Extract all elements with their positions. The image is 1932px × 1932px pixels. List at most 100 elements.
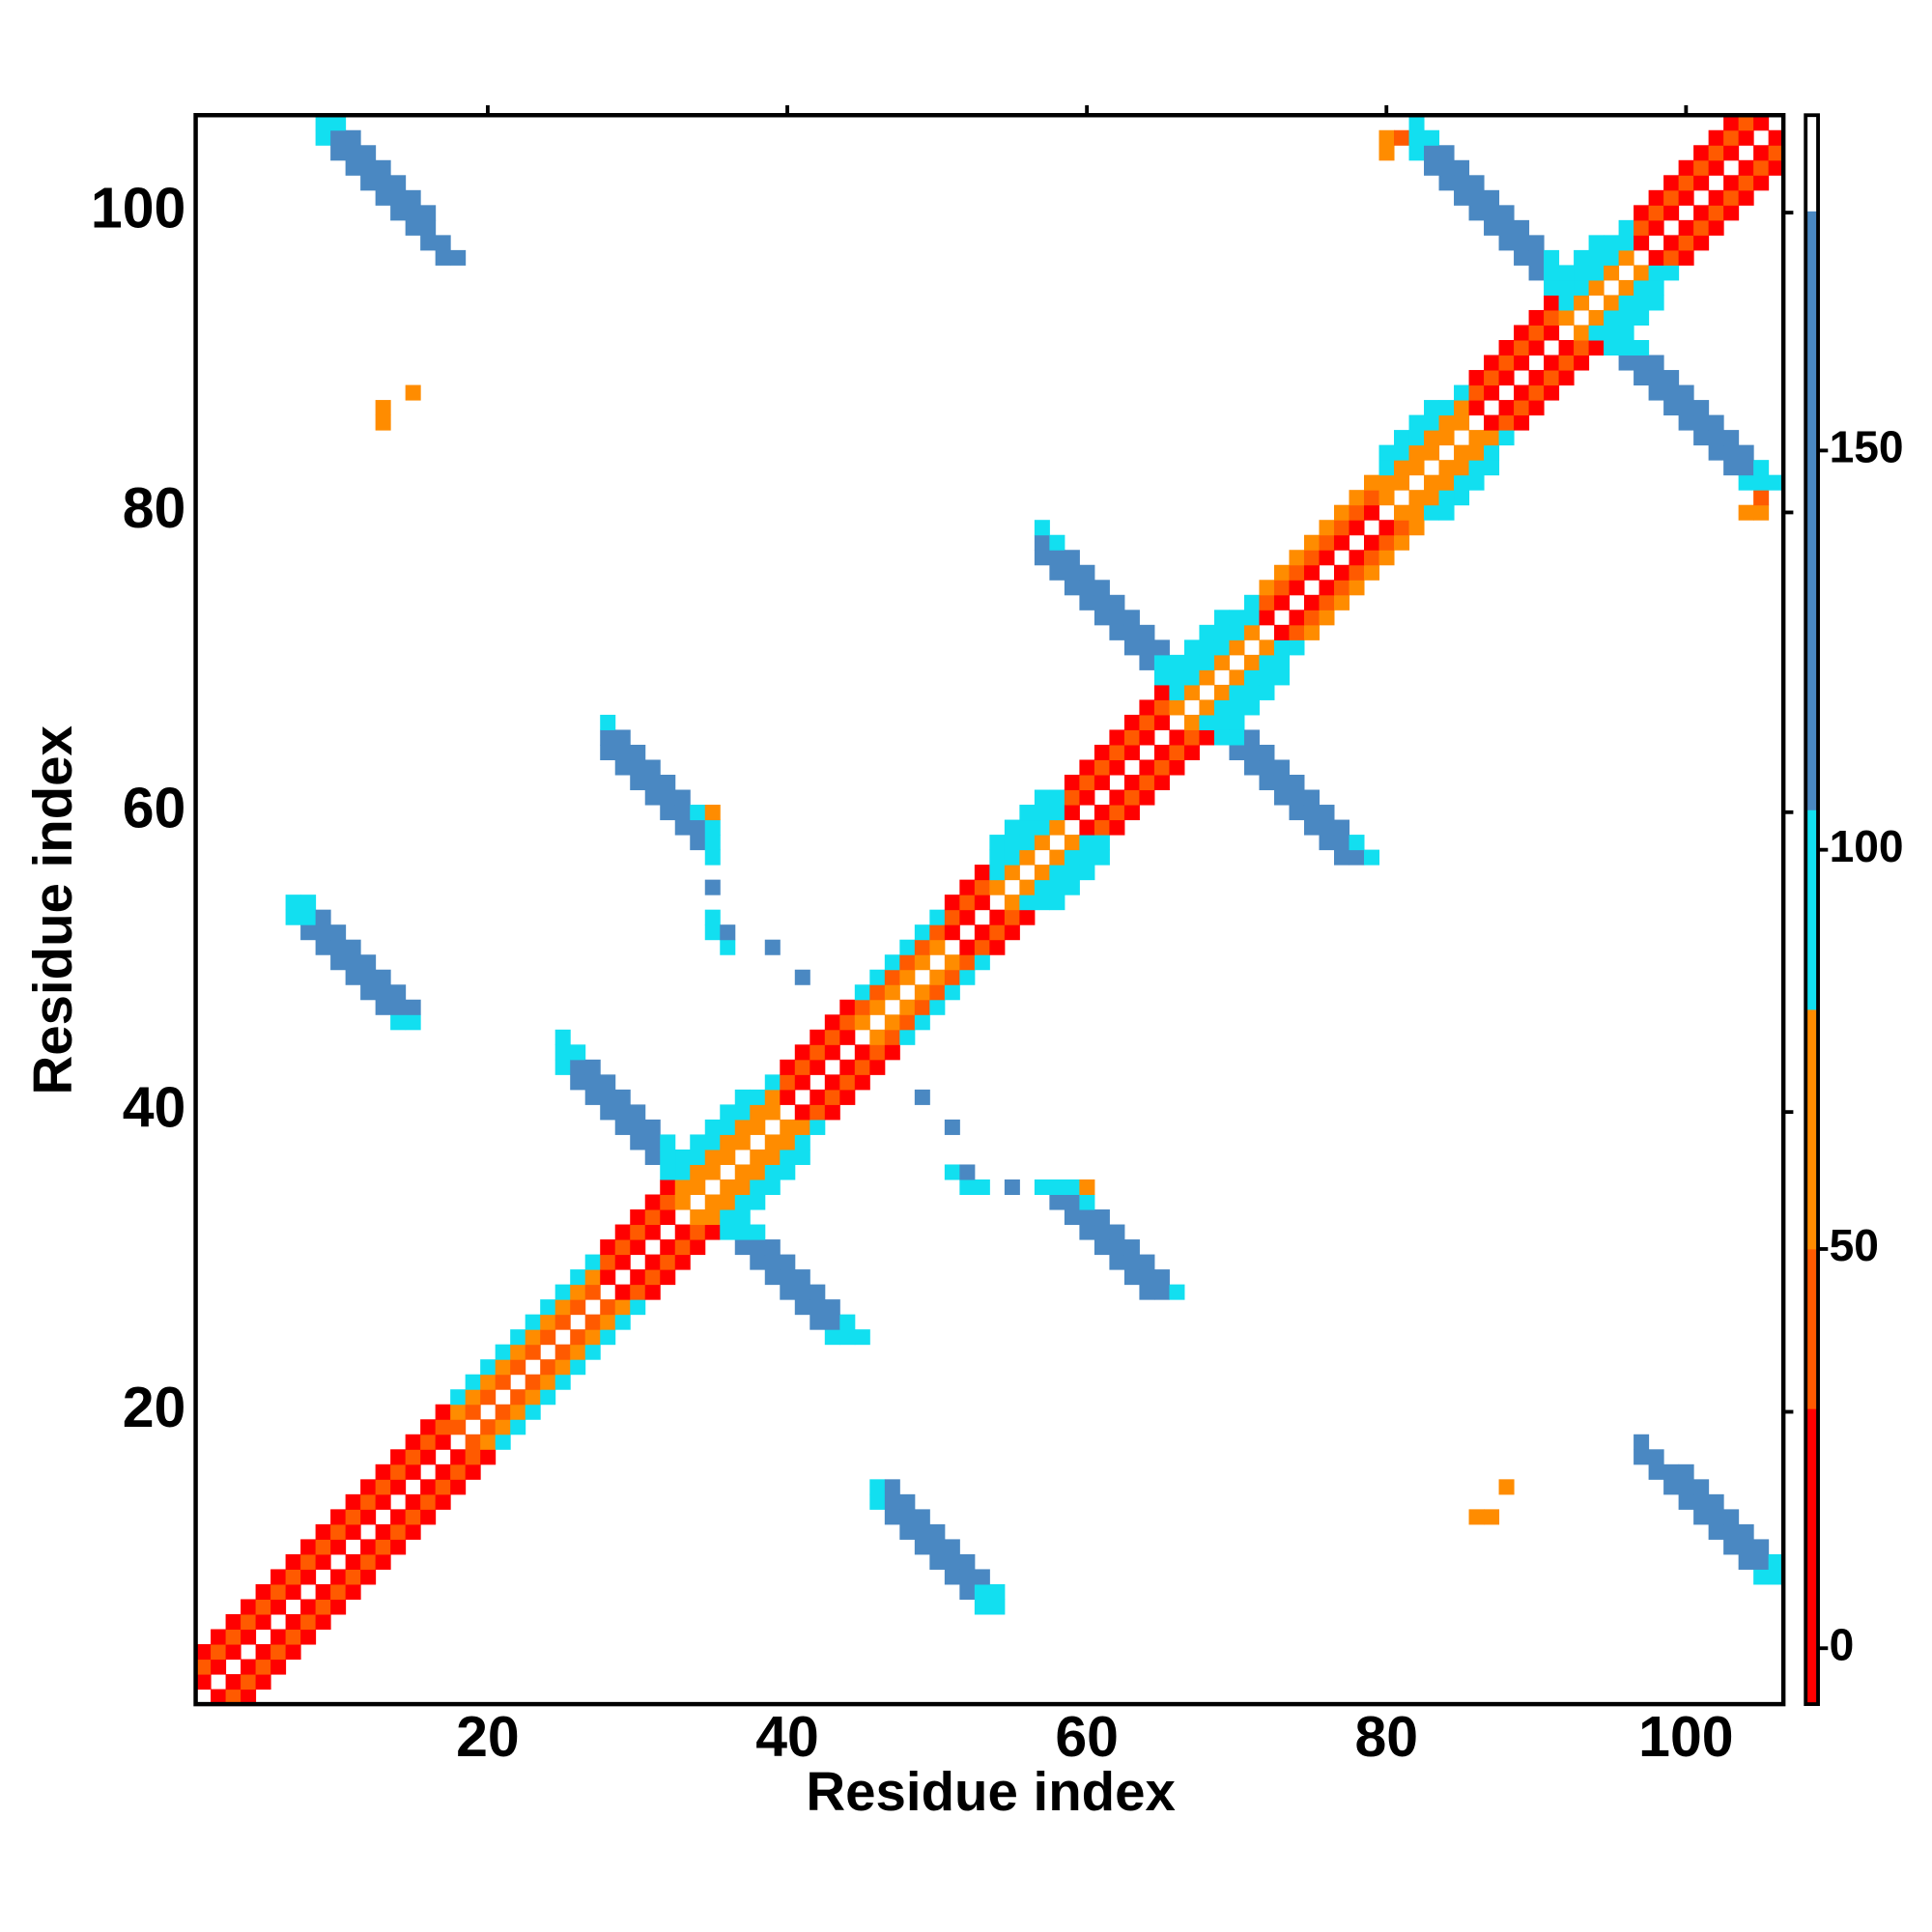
heatmap-cell <box>1708 1523 1724 1540</box>
heatmap-cell <box>1468 430 1485 446</box>
heatmap-cell <box>899 1523 916 1540</box>
heatmap-cell <box>330 1523 347 1540</box>
heatmap-cell <box>810 1044 826 1061</box>
heatmap-cell <box>1498 1479 1515 1495</box>
heatmap-cell <box>1618 295 1634 311</box>
heatmap-cell <box>1544 384 1560 401</box>
heatmap-cell <box>1273 564 1290 581</box>
heatmap-cell <box>630 1119 646 1135</box>
heatmap-cell <box>345 159 361 176</box>
heatmap-cell <box>375 1479 391 1495</box>
heatmap-cell <box>660 789 676 806</box>
heatmap-cell <box>704 1224 721 1240</box>
heatmap-cell <box>1753 474 1770 491</box>
heatmap-cell <box>929 999 946 1015</box>
heatmap-cell <box>1558 355 1575 371</box>
heatmap-cell <box>525 1314 541 1330</box>
heatmap-cell <box>1634 355 1650 371</box>
heatmap-cell <box>1094 805 1110 821</box>
heatmap-cell <box>465 1449 481 1465</box>
heatmap-cell <box>1528 249 1545 266</box>
heatmap-cell <box>1678 384 1694 401</box>
heatmap-cell <box>944 895 960 911</box>
heatmap-cell <box>690 805 706 821</box>
heatmap-cell <box>405 1449 421 1465</box>
heatmap-cell <box>1123 624 1140 640</box>
heatmap-cell <box>810 1059 826 1075</box>
heatmap-cell <box>959 879 976 895</box>
heatmap-cell <box>1273 759 1290 776</box>
heatmap-cell <box>630 744 646 761</box>
heatmap-cell <box>510 1419 526 1435</box>
heatmap-cell <box>1408 414 1425 431</box>
heatmap-cell <box>525 1389 541 1406</box>
heatmap-cell <box>1064 580 1080 596</box>
heatmap-cell <box>644 1224 661 1240</box>
heatmap-cell <box>614 1089 631 1105</box>
heatmap-cell <box>1004 1179 1020 1196</box>
heatmap-cell <box>1498 235 1515 251</box>
heatmap-cell <box>704 819 721 836</box>
heatmap-cell <box>1049 819 1065 836</box>
heatmap-cell <box>974 879 990 895</box>
heatmap-cell <box>195 1644 212 1661</box>
heatmap-cell <box>704 909 721 925</box>
heatmap-cell <box>660 1179 676 1196</box>
heatmap-cell <box>1378 550 1395 566</box>
heatmap-cell <box>899 1493 916 1510</box>
heatmap-cell <box>704 849 721 866</box>
heatmap-cell <box>450 1404 467 1420</box>
heatmap-cell <box>211 1689 227 1705</box>
heatmap-cell <box>1648 205 1664 221</box>
heatmap-cell <box>794 1074 810 1091</box>
heatmap-cell <box>315 924 331 941</box>
heatmap-cell <box>1139 775 1155 791</box>
heatmap-cell <box>959 969 976 985</box>
heatmap-cell <box>1408 430 1425 446</box>
heatmap-cell <box>1648 189 1664 206</box>
heatmap-cell <box>1109 624 1125 640</box>
heatmap-cell <box>554 1314 571 1330</box>
heatmap-cell <box>1468 1509 1485 1525</box>
heatmap-cell <box>330 1583 347 1600</box>
heatmap-cell <box>584 1284 601 1300</box>
heatmap-cell <box>614 759 631 776</box>
heatmap-cell <box>1454 175 1470 191</box>
heatmap-cell <box>1558 309 1575 326</box>
heatmap-cell <box>465 1463 481 1480</box>
heatmap-cell <box>1213 699 1230 716</box>
heatmap-cell <box>1693 400 1710 416</box>
heatmap-cell <box>1243 759 1260 776</box>
heatmap-cell <box>1229 699 1245 716</box>
heatmap-cell <box>570 1269 586 1286</box>
heatmap-cell <box>1528 370 1545 386</box>
heatmap-cell <box>480 1449 497 1465</box>
heatmap-cell <box>1109 1254 1125 1270</box>
heatmap-cell <box>1604 265 1620 281</box>
colorbar-tick-label: 150 <box>1830 422 1904 472</box>
heatmap-cell <box>1738 159 1754 176</box>
heatmap-cell <box>1079 835 1095 851</box>
heatmap-cell <box>330 1509 347 1525</box>
heatmap-cell <box>1259 684 1275 700</box>
heatmap-cell <box>1663 249 1680 266</box>
heatmap-cell <box>345 129 361 146</box>
heatmap-cell <box>734 1194 751 1210</box>
heatmap-cell <box>420 1509 437 1525</box>
heatmap-cell <box>794 1044 810 1061</box>
colorbar-tick-label: 0 <box>1830 1619 1855 1669</box>
heatmap-cell <box>720 1134 736 1151</box>
heatmap-cell <box>1618 279 1634 296</box>
heatmap-cell <box>704 1119 721 1135</box>
heatmap-cell <box>1169 1284 1185 1300</box>
heatmap-cell <box>1544 249 1560 266</box>
heatmap-cell <box>944 1119 960 1135</box>
colorbar-band <box>1805 1408 1819 1705</box>
heatmap-cell <box>1213 639 1230 656</box>
heatmap-cell <box>914 984 930 1001</box>
heatmap-cell <box>1169 684 1185 700</box>
heatmap-cell <box>465 1374 481 1390</box>
heatmap-cell <box>1019 849 1036 866</box>
heatmap-cell <box>600 1239 616 1256</box>
heatmap-cell <box>750 1254 766 1270</box>
